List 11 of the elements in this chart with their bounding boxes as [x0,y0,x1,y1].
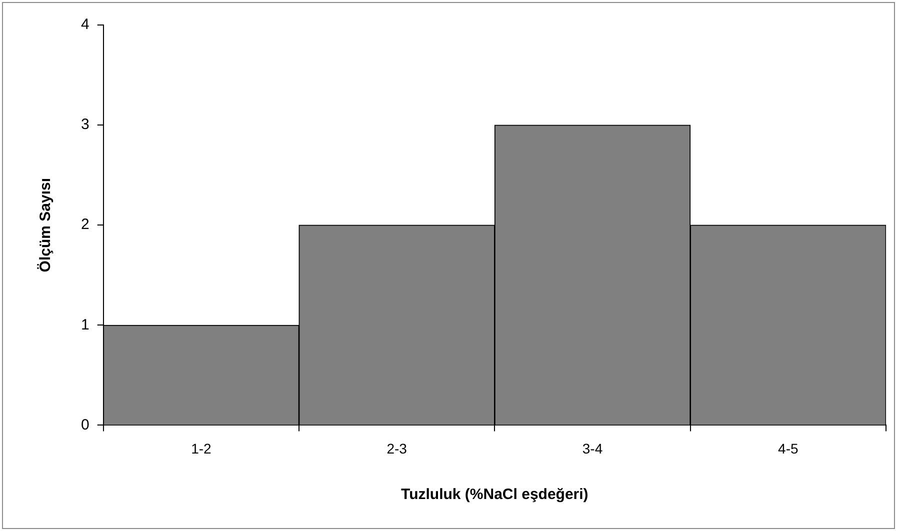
y-axis-title: Ölçüm Sayısı [37,178,54,272]
y-tick-label: 0 [81,416,90,434]
y-tick-label: 3 [81,116,90,134]
y-tick-label: 2 [81,216,90,234]
x-axis-title: Tuzluluk (%NaCl eşdeğeri) [401,486,588,504]
x-tick-label: 3-4 [582,440,603,456]
x-tick-label: 4-5 [778,440,798,456]
x-tick-label: 2-3 [386,440,408,456]
y-tick-label: 1 [81,316,90,334]
y-tick-label: 4 [81,16,90,34]
x-tick-label: 1-2 [191,440,212,456]
